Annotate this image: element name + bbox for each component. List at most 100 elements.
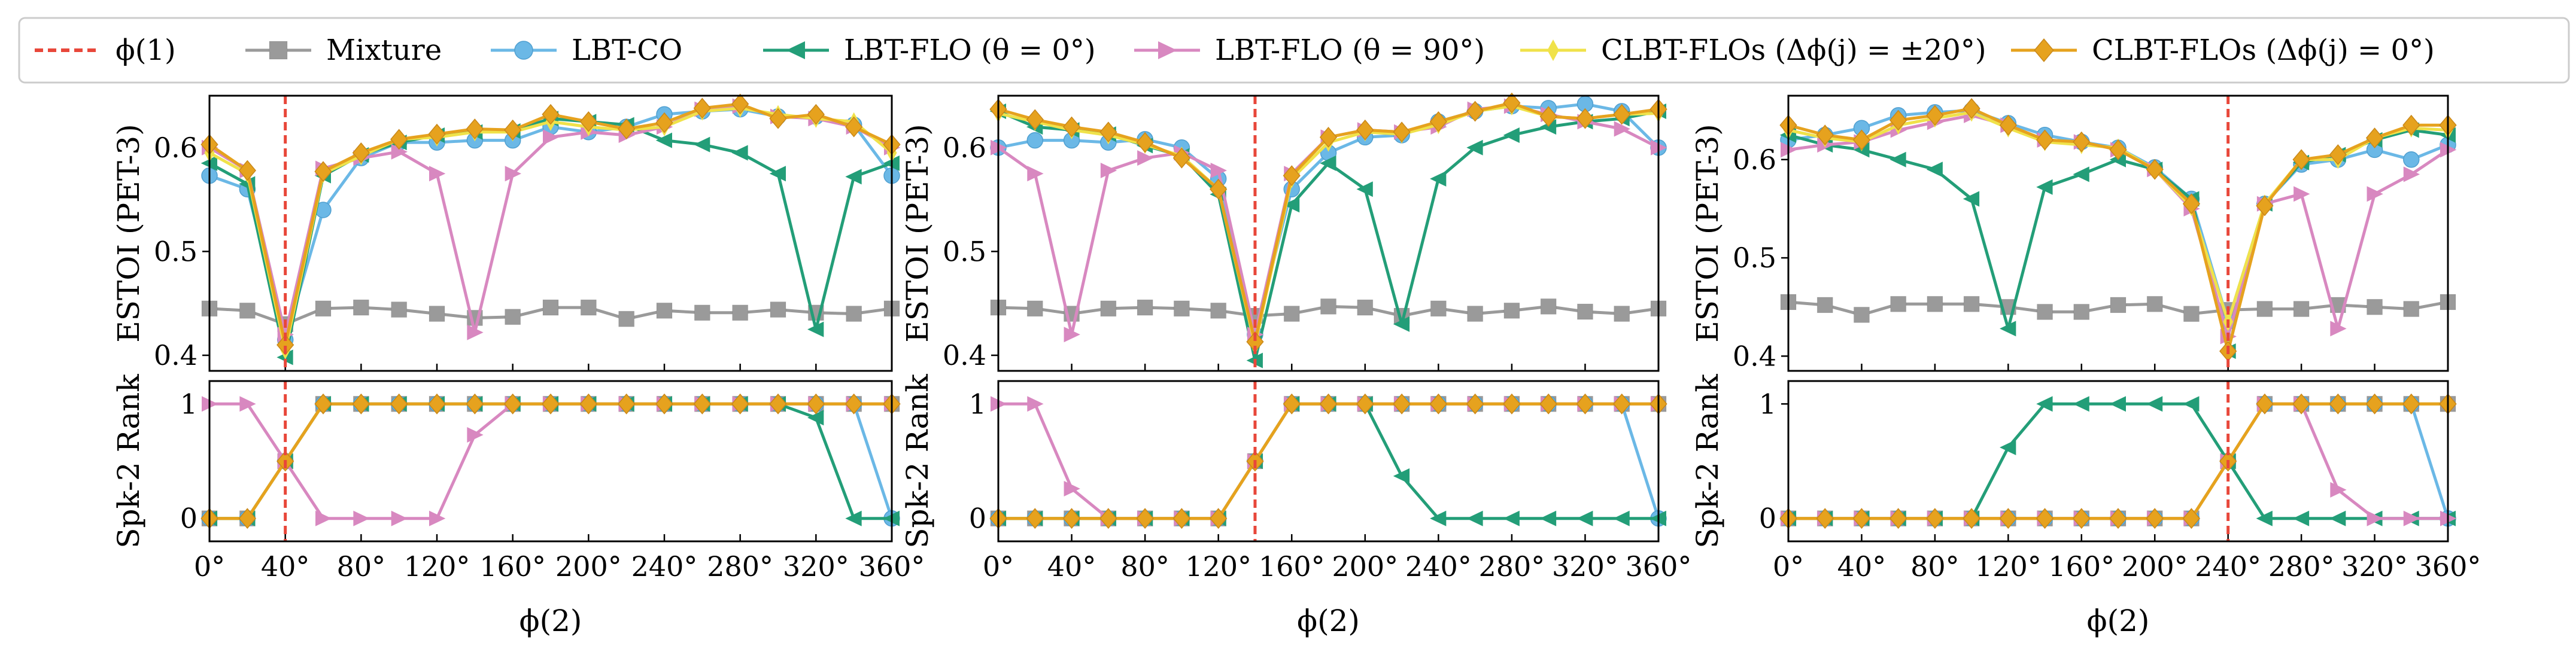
data-point [807,321,824,337]
bottom-subplot: 0 1 Spk-2 Rank [111,374,901,549]
data-point [505,309,521,325]
data-point [238,160,256,181]
x-tick-label: 240° [631,550,698,583]
data-point [1816,297,1833,313]
data-point [238,508,256,529]
data-point [1100,300,1117,317]
data-point [2109,508,2127,529]
data-point [1503,127,1520,143]
data-point [2365,127,2384,149]
data-point [770,301,786,318]
data-point [1172,508,1191,529]
data-point [1137,299,1153,316]
data-point [1467,306,1484,322]
data-point [1927,295,1943,312]
data-point [618,310,635,327]
data-point [315,510,332,526]
data-point [580,299,597,316]
data-point [2109,396,2126,412]
data-point [2109,139,2127,160]
legend: ϕ(1) Mixture LBT-CO LBT-FLO (θ = 0°) LBT-FLO… [18,17,2570,84]
data-point [2367,298,2383,315]
axes-frame [208,380,893,543]
data-point [1099,121,1117,143]
data-point [314,393,332,415]
x-tick-label: 280° [707,550,773,583]
data-point [1319,127,1338,148]
data-point [1539,393,1557,415]
axes-frame [997,380,1660,543]
data-point [239,396,256,412]
data-point [391,144,408,160]
data-point [2403,301,2420,317]
data-point [2146,508,2164,529]
x-tick-label: 0° [983,550,1014,583]
data-point [1062,116,1081,138]
data-point [1062,508,1081,529]
data-point [732,304,749,321]
data-point [1283,393,1301,415]
x-tick-label: 320° [1552,550,1618,583]
y-tick-label: 0.5 [154,235,198,267]
legend-label: LBT-CO [572,33,682,67]
series-mixture [990,298,1667,324]
data-point [1890,151,1906,167]
data-point [1613,103,1631,125]
data-point [429,166,446,182]
y-tick-label: 1 [1759,388,1776,420]
data-point [694,304,710,321]
data-point [2073,396,2089,412]
data-point [504,393,522,415]
data-point [1283,165,1301,187]
data-point [1430,170,1447,187]
data-point [2073,166,2089,182]
data-point [2367,186,2383,202]
y-tick-label: 0.4 [1733,340,1776,372]
axes-frame [1787,95,2449,372]
data-point [2183,306,2200,322]
x-tick-label: 160° [2048,550,2115,583]
data-point [2073,303,2090,320]
legend-frame [18,17,2570,84]
data-point [694,136,710,153]
data-point [1576,303,1593,320]
data-point [2256,510,2273,526]
data-point [1816,508,1834,529]
data-point [1926,508,1944,529]
data-point [2000,321,2016,337]
legend-item-clbt-flos-j-0: CLBT-FLOs (Δϕ(j) = 0°) [2011,33,2435,67]
data-point [504,119,522,141]
data-point [1172,147,1191,169]
data-point [2036,129,2054,151]
data-point [2036,179,2053,195]
data-point [1576,393,1594,415]
data-point [1429,111,1447,132]
data-point [2073,131,2091,153]
legend-item-mixture: Mixture [245,33,442,67]
data-point [315,300,332,317]
series-clbt-flos-j-0 [989,92,1667,352]
data-point [1576,510,1593,526]
y-tick-label: 0.5 [943,235,986,267]
x-tick-label: 320° [783,550,849,583]
data-point [1026,300,1043,317]
axes-frame [208,95,893,372]
data-point [2292,510,2310,526]
data-point [467,324,484,340]
data-point [1503,92,1521,114]
y-tick-label: 0.4 [943,339,986,371]
x-tick-label: 40° [1837,550,1887,583]
data-point [1853,306,1870,323]
data-point [1613,393,1631,415]
data-point [391,510,408,526]
data-point [2329,393,2347,415]
data-point [2367,510,2383,526]
data-point [1356,393,1374,415]
data-point [1026,132,1044,149]
data-point [1430,300,1447,317]
data-point [1613,510,1630,526]
x-tick-label: 40° [261,550,310,583]
